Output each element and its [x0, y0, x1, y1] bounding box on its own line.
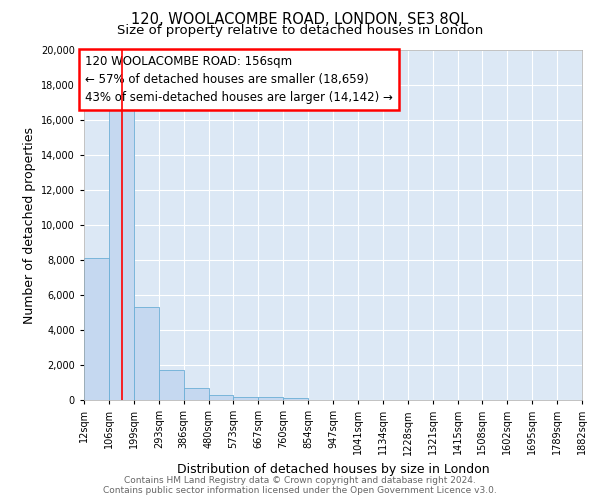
Bar — [283, 398, 308, 400]
Bar — [109, 110, 134, 400]
Text: Size of property relative to detached houses in London: Size of property relative to detached ho… — [117, 24, 483, 37]
Bar — [134, 307, 159, 400]
Text: Contains public sector information licensed under the Open Government Licence v3: Contains public sector information licen… — [103, 486, 497, 495]
Y-axis label: Number of detached properties: Number of detached properties — [23, 126, 35, 324]
Bar — [184, 388, 209, 400]
Text: 120 WOOLACOMBE ROAD: 156sqm
← 57% of detached houses are smaller (18,659)
43% of: 120 WOOLACOMBE ROAD: 156sqm ← 57% of det… — [85, 56, 393, 104]
Bar — [259, 398, 283, 400]
Text: Contains HM Land Registry data © Crown copyright and database right 2024.: Contains HM Land Registry data © Crown c… — [124, 476, 476, 485]
Bar — [159, 370, 184, 400]
Text: 120, WOOLACOMBE ROAD, LONDON, SE3 8QL: 120, WOOLACOMBE ROAD, LONDON, SE3 8QL — [131, 12, 469, 28]
X-axis label: Distribution of detached houses by size in London: Distribution of detached houses by size … — [176, 463, 490, 476]
Bar — [233, 396, 259, 400]
Bar — [209, 395, 233, 400]
Bar — [84, 258, 109, 400]
